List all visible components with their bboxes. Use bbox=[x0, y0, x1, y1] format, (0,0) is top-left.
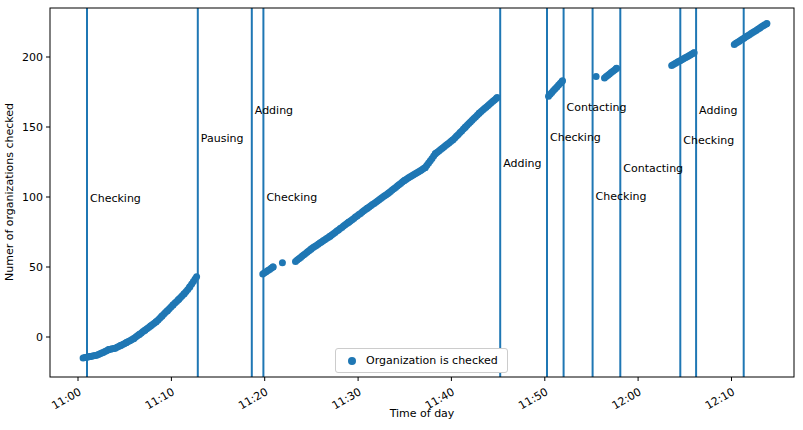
scatter-point bbox=[559, 77, 566, 84]
event-label: Checking bbox=[90, 192, 141, 205]
event-label: Contacting bbox=[623, 162, 683, 175]
x-tick-label: 12:00 bbox=[610, 385, 644, 412]
scatter-point bbox=[691, 49, 698, 56]
legend-marker-icon bbox=[348, 357, 356, 365]
x-tick-label: 12:10 bbox=[703, 385, 737, 412]
x-tick-label: 11:00 bbox=[50, 385, 84, 412]
figure: 11:0011:1011:2011:3011:4011:5012:0012:10… bbox=[0, 0, 803, 430]
event-label: Checking bbox=[596, 190, 647, 203]
event-label: Adding bbox=[503, 157, 541, 170]
event-label: Checking bbox=[266, 191, 317, 204]
event-label: Checking bbox=[550, 131, 601, 144]
event-label: Checking bbox=[683, 134, 734, 147]
x-tick-label: 11:50 bbox=[516, 385, 550, 412]
scatter-point bbox=[593, 73, 600, 80]
y-tick-label: 150 bbox=[22, 121, 43, 134]
x-tick-label: 11:10 bbox=[143, 385, 177, 412]
scatter-point bbox=[613, 65, 620, 72]
legend-label: Organization is checked bbox=[366, 354, 498, 367]
event-label: Adding bbox=[255, 104, 293, 117]
scatter-point bbox=[279, 259, 286, 266]
x-axis-label: Time of day bbox=[390, 407, 455, 420]
scatter-point bbox=[763, 20, 770, 27]
plot-border bbox=[50, 8, 794, 377]
y-tick-label: 0 bbox=[36, 331, 43, 344]
y-tick-label: 100 bbox=[22, 191, 43, 204]
event-label: Pausing bbox=[201, 132, 244, 145]
scatter-point bbox=[270, 264, 277, 271]
y-tick-label: 50 bbox=[29, 261, 43, 274]
event-label: Adding bbox=[699, 104, 737, 117]
legend: Organization is checked bbox=[335, 348, 508, 373]
scatter-point bbox=[494, 94, 501, 101]
x-tick-label: 11:20 bbox=[236, 385, 270, 412]
scatter-point bbox=[193, 273, 200, 280]
y-tick-label: 200 bbox=[22, 51, 43, 64]
event-label: Contacting bbox=[567, 101, 627, 114]
y-axis-label: Numer of organizations checked bbox=[3, 103, 16, 281]
x-tick-label: 11:30 bbox=[330, 385, 364, 412]
